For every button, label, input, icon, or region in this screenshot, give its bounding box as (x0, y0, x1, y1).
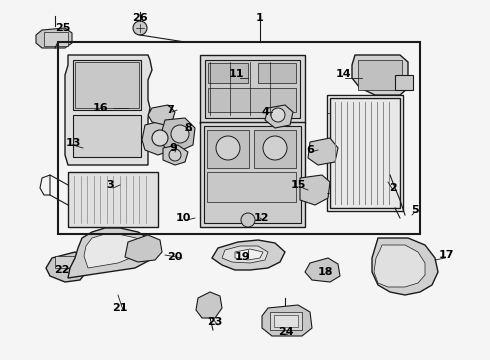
Polygon shape (374, 245, 425, 287)
Bar (208, 63, 248, 83)
Bar (274, 315, 298, 327)
Text: 25: 25 (55, 23, 71, 33)
Text: 5: 5 (411, 205, 419, 215)
Bar (207, 130, 249, 168)
Polygon shape (125, 235, 162, 262)
Text: 16: 16 (92, 103, 108, 113)
Text: 6: 6 (306, 145, 314, 155)
Text: 9: 9 (169, 143, 177, 153)
Polygon shape (142, 120, 178, 155)
Bar (205, 60, 300, 118)
Text: 18: 18 (317, 267, 333, 277)
Bar (73, 115, 141, 157)
Text: 17: 17 (438, 250, 454, 260)
Text: 19: 19 (234, 252, 250, 262)
Polygon shape (36, 28, 72, 48)
Bar (395, 75, 413, 90)
Text: 2: 2 (389, 183, 397, 193)
Text: 8: 8 (184, 123, 192, 133)
Bar (330, 98, 400, 208)
Bar (55, 256, 75, 268)
Circle shape (241, 213, 255, 227)
Polygon shape (148, 105, 175, 125)
Bar (358, 60, 402, 90)
Polygon shape (163, 145, 188, 165)
Polygon shape (300, 175, 330, 205)
Polygon shape (308, 138, 338, 165)
Polygon shape (372, 238, 438, 295)
Bar (208, 88, 296, 112)
Circle shape (133, 21, 147, 35)
Text: 13: 13 (65, 138, 81, 148)
Bar (270, 312, 302, 330)
Circle shape (169, 149, 181, 161)
Text: 14: 14 (335, 69, 351, 79)
Bar (200, 122, 305, 227)
Polygon shape (84, 234, 142, 268)
Text: 7: 7 (166, 105, 174, 115)
Bar (327, 95, 403, 211)
Text: 22: 22 (54, 265, 70, 275)
Bar (207, 172, 296, 202)
Text: 20: 20 (167, 252, 183, 262)
Bar (200, 55, 305, 123)
Text: 24: 24 (278, 327, 294, 337)
Polygon shape (262, 305, 312, 336)
Bar (258, 63, 296, 83)
Circle shape (271, 108, 285, 122)
Bar (73, 60, 141, 110)
Bar (254, 130, 296, 168)
Text: 4: 4 (261, 107, 269, 117)
Bar (204, 126, 301, 223)
Text: 23: 23 (207, 317, 222, 327)
Text: 12: 12 (253, 213, 269, 223)
Polygon shape (352, 55, 408, 95)
Bar (68, 172, 158, 227)
Text: 21: 21 (112, 303, 128, 313)
Text: 15: 15 (290, 180, 306, 190)
Bar (75, 62, 139, 108)
Polygon shape (305, 258, 340, 282)
Polygon shape (196, 292, 222, 318)
Polygon shape (65, 55, 152, 165)
Circle shape (216, 136, 240, 160)
Text: 1: 1 (256, 13, 264, 23)
Text: 10: 10 (175, 213, 191, 223)
Circle shape (152, 130, 168, 146)
Polygon shape (68, 228, 155, 278)
Polygon shape (235, 249, 263, 260)
Text: 26: 26 (132, 13, 148, 23)
Circle shape (263, 136, 287, 160)
Bar (44, 32, 68, 46)
Polygon shape (265, 105, 293, 128)
Polygon shape (212, 240, 285, 270)
Text: 3: 3 (106, 180, 114, 190)
Polygon shape (46, 252, 88, 282)
Polygon shape (222, 246, 268, 263)
Circle shape (171, 125, 189, 143)
Text: 11: 11 (228, 69, 244, 79)
Polygon shape (160, 118, 195, 150)
Bar (58, 42, 420, 234)
